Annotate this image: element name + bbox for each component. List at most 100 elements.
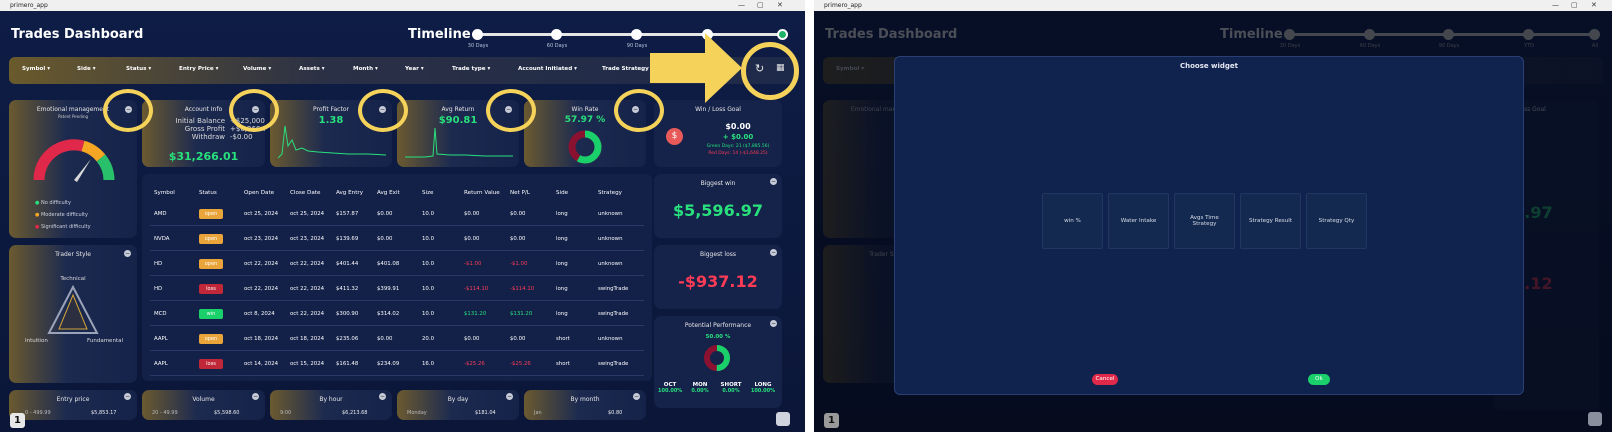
table-cell: $300.90 [336, 311, 359, 317]
card-title: Volume [192, 396, 215, 403]
settings-icon[interactable] [1588, 412, 1602, 426]
col-header-open-date: Open Date [244, 190, 275, 196]
timeline-point-60[interactable] [1364, 29, 1375, 40]
remove-widget-icon[interactable]: − [379, 393, 386, 400]
card-title: Biggest win [700, 180, 736, 187]
timeline-point-ytd[interactable] [702, 29, 713, 40]
table-cell: oct 22, 2024 [244, 261, 279, 267]
table-cell: NVDA [154, 236, 170, 242]
timeline-point-60[interactable] [551, 29, 562, 40]
remove-widget-icon[interactable]: − [770, 178, 777, 185]
filter-trade-strategy[interactable]: Trade Strategy [602, 66, 649, 72]
table-row[interactable]: NVDA open oct 23, 2024 oct 23, 2024 $139.69 $… [150, 227, 644, 251]
widget-option-water-intake[interactable]: Water Intake [1108, 193, 1169, 249]
card-trader-style: Trader Style − Technical Intuition Funda… [9, 245, 137, 383]
settings-icon[interactable] [776, 412, 790, 426]
window-title: primero_app [10, 2, 48, 9]
profit-factor-sparkline [278, 125, 387, 159]
col-header-status: Status [199, 190, 217, 196]
filter-entry-price[interactable]: Entry Price ▾ [179, 66, 219, 72]
table-row[interactable]: AMD open oct 25, 2024 oct 25, 2024 $157.87 $0… [150, 202, 644, 226]
timeline-point-30[interactable] [472, 29, 483, 40]
filter-month[interactable]: Month ▾ [353, 66, 378, 72]
table-cell: swingTrade [598, 311, 629, 317]
refresh-icon[interactable]: ↻ [755, 62, 765, 75]
table-row[interactable]: HD loss oct 22, 2024 oct 22, 2024 $411.32 $39… [150, 277, 644, 301]
table-cell: -$114.10 [464, 286, 489, 292]
table-cell: oct 22, 2024 [244, 286, 279, 292]
ok-button[interactable]: Ok [1308, 374, 1330, 385]
grid-icon[interactable]: ▦ [776, 63, 785, 73]
timeline-point-ytd[interactable] [1523, 29, 1534, 40]
close-icon[interactable]: ✕ [1591, 1, 1597, 9]
by-month-value: $0.80 [608, 410, 623, 416]
maximize-icon[interactable]: ▢ [1571, 1, 1578, 9]
remove-widget-icon[interactable]: − [770, 320, 777, 327]
filter-symbol[interactable]: Symbol ▾ [836, 66, 865, 72]
close-icon[interactable]: ✕ [777, 1, 783, 9]
red-days: Red Days: 14 (-$1,648.25) [708, 151, 768, 156]
timeline-point-90[interactable] [1443, 29, 1454, 40]
table-cell: oct 25, 2024 [290, 211, 325, 217]
widget-option-strategy-result[interactable]: Strategy Result [1240, 193, 1301, 249]
table-cell: $234.09 [377, 361, 400, 367]
table-cell: oct 22, 2024 [290, 261, 325, 267]
filter-year[interactable]: Year ▾ [405, 66, 424, 72]
remove-widget-icon[interactable]: − [124, 250, 131, 257]
card-title: Profit Factor [313, 106, 349, 113]
filter-account-initiated[interactable]: Account Initiated ▾ [518, 66, 577, 72]
table-cell: swingTrade [598, 286, 629, 292]
minimize-icon[interactable]: — [1552, 1, 1559, 9]
filter-status[interactable]: Status ▾ [126, 66, 152, 72]
win-rate-donut [568, 130, 602, 164]
app-logo-icon[interactable]: 1 [10, 413, 25, 428]
widget-option-strategy-qty[interactable]: Strategy Qty [1306, 193, 1367, 249]
cancel-button[interactable]: Cancel [1092, 374, 1118, 385]
widget-option-avgs-time-strategy[interactable]: Avgs Time Strategy [1174, 193, 1235, 249]
card-volume: Volume 20 - 49.99 $5,598.60 − [142, 390, 265, 420]
filter-assets[interactable]: Assets ▾ [299, 66, 325, 72]
profit-factor-value: 1.38 [318, 115, 344, 126]
widget-option-win-percent[interactable]: win % [1042, 193, 1103, 249]
legend-significant-difficulty: ● Significant difficulty [35, 224, 91, 230]
remove-widget-icon[interactable]: − [770, 249, 777, 256]
table-cell: unknown [598, 211, 623, 217]
highlight-ring [103, 89, 153, 132]
table-cell: -$25.26 [510, 361, 531, 367]
window-titlebar: primero_app — ▢ ✕ [0, 0, 805, 11]
remove-widget-icon[interactable]: − [633, 393, 640, 400]
filter-side[interactable]: Side ▾ [77, 66, 96, 72]
remove-widget-icon[interactable]: − [124, 393, 131, 400]
table-cell: oct 18, 2024 [244, 336, 279, 342]
remove-widget-icon[interactable]: − [252, 393, 259, 400]
table-cell: unknown [598, 261, 623, 267]
volume-range: 20 - 49.99 [152, 410, 178, 416]
col-header-avg-exit: Avg Exit [377, 190, 400, 196]
choose-widget-modal: Choose widget win % Water Intake Avgs Ti… [894, 56, 1524, 395]
card-by-hour: By hour 9:00 $6,213.68 − [270, 390, 392, 420]
table-row[interactable]: MCD win oct 8, 2024 oct 22, 2024 $300.90 $314… [150, 302, 644, 326]
table-row[interactable]: AAPL loss oct 14, 2024 oct 15, 2024 $161.48 $… [150, 352, 644, 376]
timeline-track [1288, 33, 1596, 36]
potential-col-long: LONG 100.00% [750, 382, 776, 394]
filter-trade-type[interactable]: Trade type ▾ [452, 66, 491, 72]
filter-volume[interactable]: Volume ▾ [243, 66, 272, 72]
table-cell: short [556, 336, 570, 342]
timeline-point-30[interactable] [1284, 29, 1295, 40]
remove-widget-icon[interactable]: − [506, 393, 513, 400]
highlight-ring [486, 89, 536, 132]
table-cell: $157.87 [336, 211, 359, 217]
filter-symbol[interactable]: Symbol ▾ [22, 66, 51, 72]
minimize-icon[interactable]: — [738, 1, 745, 9]
initial-balance-label: Initial Balance [175, 117, 225, 125]
timeline-point-90[interactable] [631, 29, 642, 40]
potential-col-oct: OCT 100.00% [658, 382, 683, 394]
timeline-point-all[interactable] [777, 29, 788, 40]
timeline-point-all[interactable] [1589, 29, 1600, 40]
table-cell: $399.91 [377, 286, 400, 292]
table-row[interactable]: AAPL open oct 18, 2024 oct 18, 2024 $235.06 $… [150, 327, 644, 351]
maximize-icon[interactable]: ▢ [757, 1, 764, 9]
app-logo-icon[interactable]: 1 [824, 413, 839, 428]
table-row[interactable]: HD open oct 22, 2024 oct 22, 2024 $401.44 $40… [150, 252, 644, 276]
table-cell: MCD [154, 311, 167, 317]
